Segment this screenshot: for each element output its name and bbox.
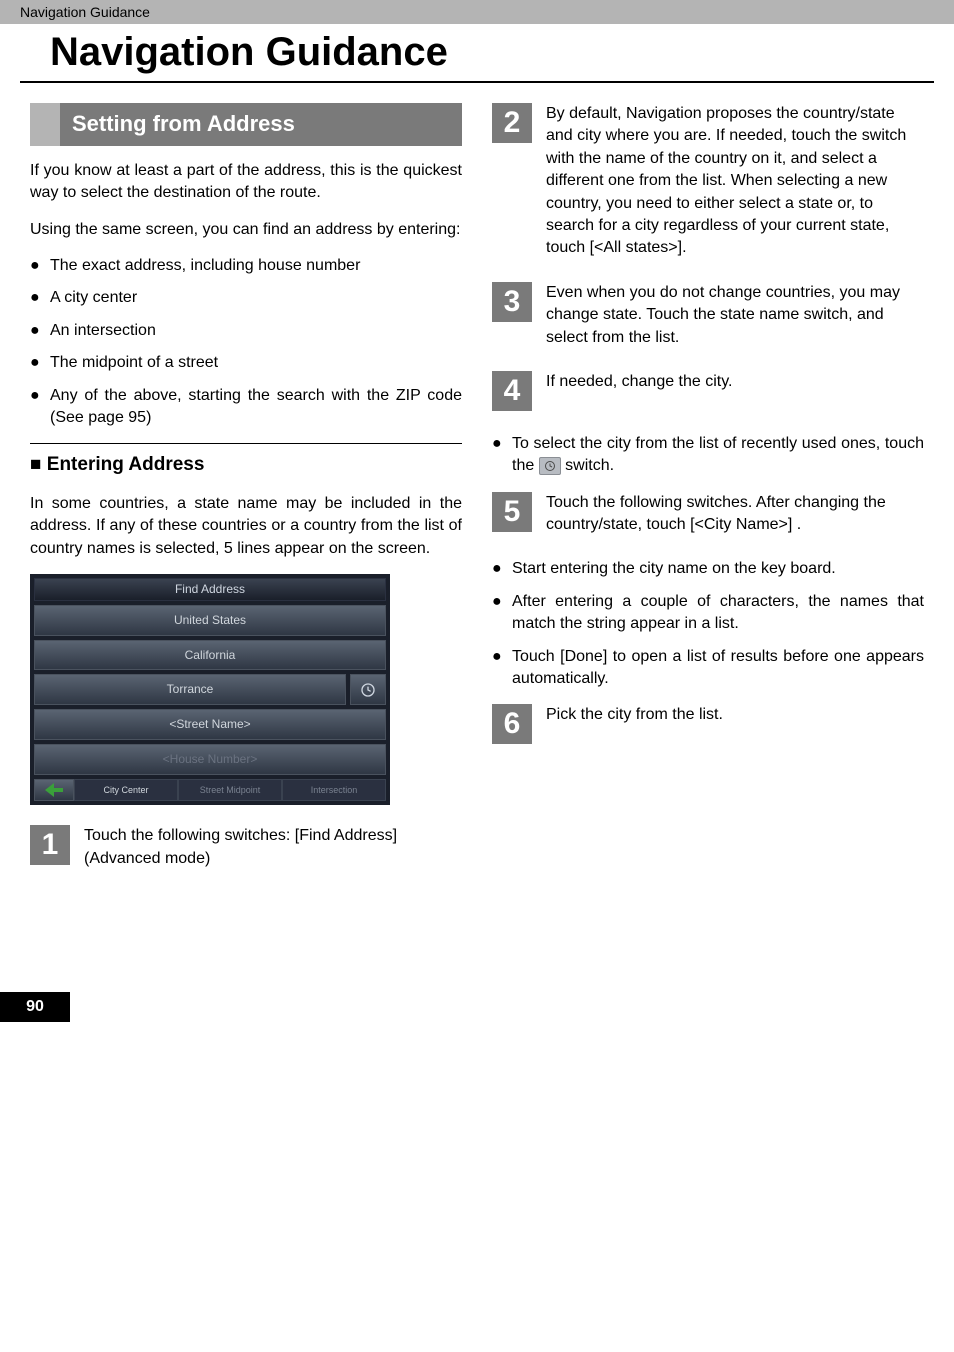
right-column: 2 By default, Navigation proposes the co… bbox=[492, 103, 924, 892]
list-item: After entering a couple of characters, t… bbox=[492, 591, 924, 636]
step-number: 6 bbox=[492, 704, 532, 744]
step-6: 6 Pick the city from the list. bbox=[492, 704, 924, 744]
step-4: 4 If needed, change the city. bbox=[492, 371, 924, 411]
mock-street-button[interactable]: <Street Name> bbox=[34, 709, 386, 740]
back-icon[interactable] bbox=[34, 779, 74, 802]
text-fragment: switch. bbox=[565, 457, 614, 474]
list-item: The midpoint of a street bbox=[30, 352, 462, 374]
left-column: Setting from Address If you know at leas… bbox=[30, 103, 462, 892]
mock-house-button[interactable]: <House Number> bbox=[34, 744, 386, 775]
step-2: 2 By default, Navigation proposes the co… bbox=[492, 103, 924, 260]
step-number: 3 bbox=[492, 282, 532, 322]
page-number: 90 bbox=[0, 992, 70, 1022]
history-icon[interactable] bbox=[350, 674, 386, 705]
step-text: Pick the city from the list. bbox=[546, 704, 924, 726]
mock-title: Find Address bbox=[34, 578, 386, 601]
sub-heading: Entering Address bbox=[30, 452, 462, 479]
mock-tab-city-center[interactable]: City Center bbox=[74, 779, 178, 802]
sub-text: In some countries, a state name may be i… bbox=[30, 493, 462, 560]
step-text: Touch the following switches. After chan… bbox=[546, 492, 924, 537]
step-text: If needed, change the city. bbox=[546, 371, 924, 393]
mock-tab-intersection[interactable]: Intersection bbox=[282, 779, 386, 802]
list-item: An intersection bbox=[30, 320, 462, 342]
after-step5-list: Start entering the city name on the key … bbox=[492, 558, 924, 690]
intro-paragraph-2: Using the same screen, you can find an a… bbox=[30, 219, 462, 241]
step-text: Even when you do not change countries, y… bbox=[546, 282, 924, 349]
list-item: Start entering the city name on the key … bbox=[492, 558, 924, 580]
step-number: 1 bbox=[30, 825, 70, 865]
mock-country-button[interactable]: United States bbox=[34, 605, 386, 636]
step-number: 5 bbox=[492, 492, 532, 532]
list-item: The exact address, including house numbe… bbox=[30, 255, 462, 277]
page-title: Navigation Guidance bbox=[20, 24, 934, 83]
sub-heading-divider: Entering Address bbox=[30, 443, 462, 479]
step-3: 3 Even when you do not change countries,… bbox=[492, 282, 924, 349]
mock-tab-street-midpoint[interactable]: Street Midpoint bbox=[178, 779, 282, 802]
step-number: 4 bbox=[492, 371, 532, 411]
mock-city-button[interactable]: Torrance bbox=[34, 674, 346, 705]
find-address-mock: Find Address United States California To… bbox=[30, 574, 390, 805]
step-number: 2 bbox=[492, 103, 532, 143]
list-item: A city center bbox=[30, 287, 462, 309]
step-text: By default, Navigation proposes the coun… bbox=[546, 103, 924, 260]
intro-paragraph-1: If you know at least a part of the addre… bbox=[30, 160, 462, 205]
after-step4-list: To select the city from the list of rece… bbox=[492, 433, 924, 478]
section-banner: Setting from Address bbox=[30, 103, 462, 146]
step-1: 1 Touch the following switches: [Find Ad… bbox=[30, 825, 462, 870]
step-text: Touch the following switches: [Find Addr… bbox=[84, 825, 462, 870]
list-item: Touch [Done] to open a list of results b… bbox=[492, 646, 924, 691]
step-5: 5 Touch the following switches. After ch… bbox=[492, 492, 924, 537]
list-item: Any of the above, starting the search wi… bbox=[30, 385, 462, 430]
content-columns: Setting from Address If you know at leas… bbox=[0, 103, 954, 952]
address-options-list: The exact address, including house numbe… bbox=[30, 255, 462, 429]
mock-state-button[interactable]: California bbox=[34, 640, 386, 671]
history-icon bbox=[539, 457, 561, 475]
breadcrumb: Navigation Guidance bbox=[0, 0, 954, 24]
list-item: To select the city from the list of rece… bbox=[492, 433, 924, 478]
